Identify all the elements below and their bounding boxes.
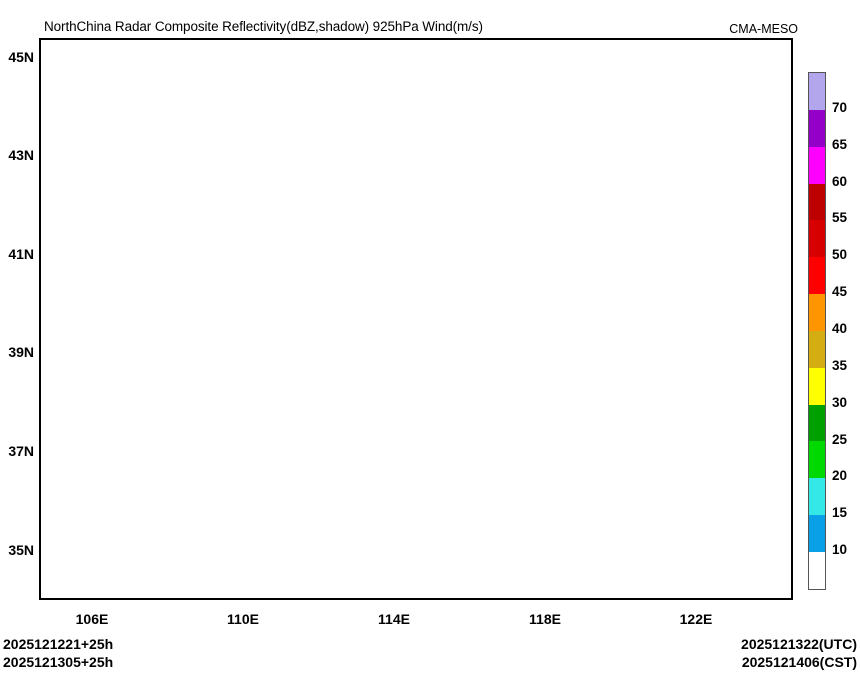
colorbar-band-13	[809, 551, 825, 589]
colorbar-tick-40: 40	[832, 321, 848, 336]
y-axis-label-41n: 41N	[8, 246, 34, 262]
y-axis-label-37n: 37N	[8, 443, 34, 459]
colorbar-tick-15: 15	[832, 505, 848, 521]
plot-frame	[39, 38, 793, 600]
colorbar-band-7	[809, 330, 825, 368]
y-axis-label-43n: 43N	[8, 147, 34, 163]
reflectivity-colorbar[interactable]	[808, 72, 826, 590]
colorbar-tick-20: 20	[832, 468, 848, 484]
colorbar-band-10	[809, 441, 825, 479]
colorbar-tick-10: 10	[832, 542, 848, 558]
colorbar-tick-25: 25	[832, 431, 848, 447]
colorbar-tick-45: 45	[832, 284, 848, 300]
init-time-line2: 2025121305+25h	[3, 654, 114, 670]
colorbar-band-4	[809, 220, 825, 258]
colorbar-tick-65: 65	[832, 136, 848, 152]
x-axis-label-114e: 114E	[378, 611, 410, 627]
y-axis-label-35n: 35N	[8, 542, 34, 558]
colorbar-band-9	[809, 404, 825, 442]
colorbar-band-5	[809, 257, 825, 295]
x-axis-label-122e: 122E	[679, 611, 713, 627]
colorbar-tick-30: 30	[832, 394, 848, 410]
colorbar-band-6	[809, 294, 825, 331]
colorbar-tick-60: 60	[832, 173, 848, 189]
colorbar-band-12	[809, 515, 825, 552]
colorbar-tick-70: 70	[832, 99, 848, 115]
model-label: CMA-MESO	[729, 22, 798, 36]
colorbar-band-8	[809, 367, 825, 405]
init-time-line1: 2025121221+25h	[3, 636, 114, 652]
colorbar-band-1	[809, 109, 825, 147]
colorbar-band-0	[809, 73, 825, 110]
page-title: NorthChina Radar Composite Reflectivity(…	[44, 19, 483, 34]
colorbar-tick-50: 50	[832, 247, 848, 263]
colorbar-tick-55: 55	[832, 210, 848, 226]
y-axis-label-39n: 39N	[8, 344, 34, 360]
map-plot-area[interactable]	[39, 38, 793, 600]
x-axis-label-106e: 106E	[75, 611, 109, 627]
colorbar-band-2	[809, 146, 825, 184]
x-axis-label-110e: 110E	[227, 611, 259, 627]
y-axis-label-45n: 45N	[8, 49, 34, 65]
colorbar-band-3	[809, 183, 825, 221]
colorbar-band-11	[809, 478, 825, 516]
valid-time-utc: 2025121322(UTC)	[741, 636, 857, 652]
colorbar-tick-35: 35	[832, 357, 848, 373]
valid-time-cst: 2025121406(CST)	[741, 654, 857, 670]
x-axis-label-118e: 118E	[529, 611, 561, 627]
footer: 2025121221+25h 2025121305+25h 2025121322…	[0, 636, 860, 675]
